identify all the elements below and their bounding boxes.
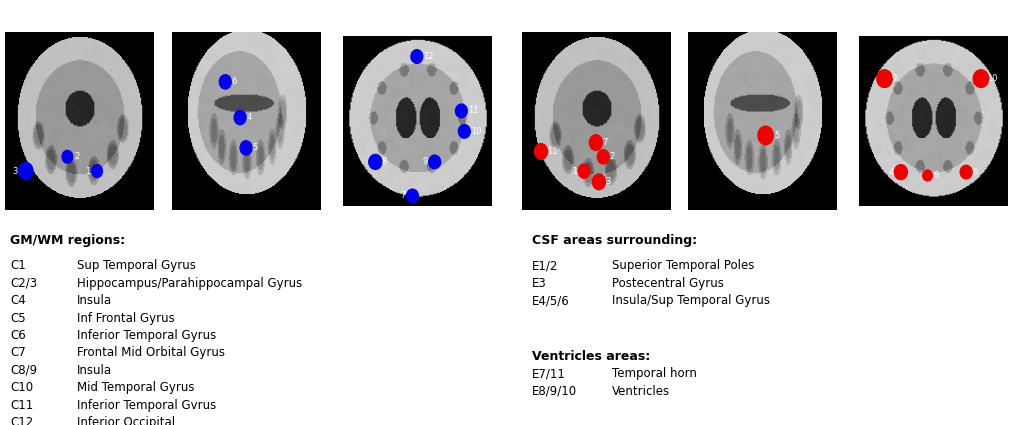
- Text: 9: 9: [891, 74, 896, 83]
- Text: Insula: Insula: [77, 294, 112, 307]
- Text: Ventricles areas:: Ventricles areas:: [532, 350, 651, 363]
- Circle shape: [534, 144, 547, 159]
- Text: Insula/Sup Temporal Gyrus: Insula/Sup Temporal Gyrus: [612, 294, 769, 307]
- Text: C6: C6: [10, 329, 26, 342]
- Text: 5: 5: [253, 143, 258, 153]
- Text: 5: 5: [774, 131, 780, 140]
- Text: Inferior Occipital: Inferior Occipital: [77, 416, 175, 425]
- Text: C8/9: C8/9: [10, 364, 38, 377]
- Text: Temporal horn: Temporal horn: [612, 367, 697, 380]
- Text: C5: C5: [10, 312, 26, 325]
- Circle shape: [758, 126, 773, 144]
- Circle shape: [411, 50, 422, 63]
- Circle shape: [62, 150, 73, 163]
- Text: 1: 1: [572, 167, 577, 176]
- Text: 2: 2: [610, 152, 615, 162]
- Text: Critical regions of expansion: Critical regions of expansion: [674, 8, 863, 22]
- Text: 4: 4: [889, 167, 894, 177]
- Text: C7: C7: [10, 346, 26, 360]
- Text: Postecentral Gyrus: Postecentral Gyrus: [612, 277, 723, 290]
- Circle shape: [369, 154, 382, 170]
- Text: 10: 10: [471, 127, 482, 136]
- Text: 8: 8: [382, 157, 388, 167]
- Text: 6: 6: [232, 77, 237, 86]
- Circle shape: [597, 150, 610, 164]
- Circle shape: [973, 70, 988, 88]
- Text: 6: 6: [973, 167, 978, 177]
- Text: 9: 9: [422, 157, 428, 167]
- Circle shape: [592, 174, 606, 190]
- Text: 11: 11: [547, 147, 558, 156]
- Circle shape: [578, 164, 590, 178]
- Text: Ventricles: Ventricles: [612, 385, 670, 398]
- Text: 7: 7: [603, 138, 608, 147]
- Circle shape: [234, 110, 247, 125]
- Text: 3: 3: [12, 167, 17, 176]
- Text: C1: C1: [10, 259, 26, 272]
- Text: Inferior Temporal Gvrus: Inferior Temporal Gvrus: [77, 399, 216, 412]
- Text: Inf Frontal Gyrus: Inf Frontal Gyrus: [77, 312, 175, 325]
- Text: Hippocampus/Parahippocampal Gyrus: Hippocampus/Parahippocampal Gyrus: [77, 277, 302, 290]
- Circle shape: [894, 164, 907, 180]
- Circle shape: [18, 162, 33, 180]
- Text: E1/2: E1/2: [532, 259, 559, 272]
- Text: C2/3: C2/3: [10, 277, 38, 290]
- Circle shape: [877, 70, 892, 88]
- Text: 1: 1: [85, 167, 91, 176]
- Text: Superior Temporal Poles: Superior Temporal Poles: [612, 259, 754, 272]
- Circle shape: [406, 189, 418, 203]
- Text: C4: C4: [10, 294, 26, 307]
- Text: 12: 12: [424, 52, 434, 61]
- Text: E8/9/10: E8/9/10: [532, 385, 577, 398]
- Circle shape: [455, 104, 468, 118]
- Text: GM/WM regions:: GM/WM regions:: [10, 234, 126, 247]
- Circle shape: [92, 164, 102, 178]
- Text: Critical regions of contraction: Critical regions of contraction: [155, 8, 353, 22]
- Text: E7/11: E7/11: [532, 367, 566, 380]
- Text: 2: 2: [74, 152, 79, 162]
- Text: E4/5/6: E4/5/6: [532, 294, 570, 307]
- Text: 10: 10: [987, 74, 998, 83]
- Text: Mid Temporal Gyrus: Mid Temporal Gyrus: [77, 381, 194, 394]
- Text: Sup Temporal Gyrus: Sup Temporal Gyrus: [77, 259, 195, 272]
- Text: 4: 4: [247, 113, 252, 122]
- Circle shape: [923, 170, 932, 181]
- Circle shape: [240, 141, 252, 155]
- Text: C10: C10: [10, 381, 34, 394]
- Text: E3: E3: [532, 277, 546, 290]
- Circle shape: [219, 75, 231, 89]
- Text: CSF areas surrounding:: CSF areas surrounding:: [532, 234, 697, 247]
- Text: Insula: Insula: [77, 364, 112, 377]
- Circle shape: [961, 165, 972, 179]
- Circle shape: [429, 155, 441, 169]
- Circle shape: [458, 125, 471, 138]
- Text: C12: C12: [10, 416, 34, 425]
- Text: Inferior Temporal Gyrus: Inferior Temporal Gyrus: [77, 329, 216, 342]
- Text: 3: 3: [606, 177, 611, 186]
- Text: C11: C11: [10, 399, 34, 412]
- Text: 11: 11: [468, 106, 479, 116]
- Circle shape: [589, 135, 603, 150]
- Text: 8: 8: [933, 171, 939, 180]
- Text: Frontal Mid Orbital Gyrus: Frontal Mid Orbital Gyrus: [77, 346, 225, 360]
- Text: 7: 7: [400, 191, 405, 201]
